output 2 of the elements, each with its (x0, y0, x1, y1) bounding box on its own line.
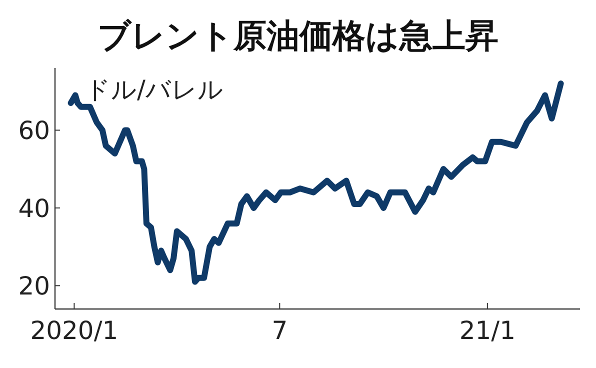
title: ブレント原油価格は急上昇 (98, 16, 498, 55)
ylabel: ドル/バレル (85, 75, 224, 104)
